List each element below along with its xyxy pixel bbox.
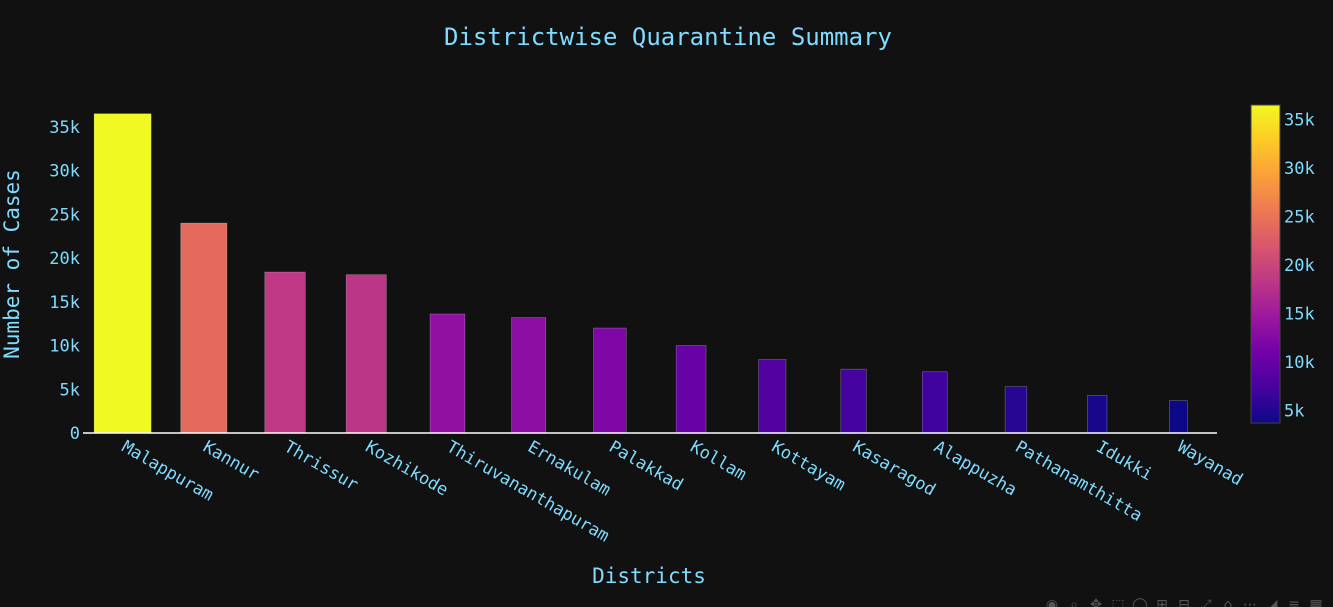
x-tick-label: Alappuzha <box>930 437 1020 500</box>
colorbar-tick-label: 30k <box>1284 159 1315 179</box>
bar[interactable] <box>511 317 547 434</box>
colorbar-tick-label: 10k <box>1284 353 1315 373</box>
bar[interactable] <box>180 222 228 434</box>
x-tick-label: Palakkad <box>605 437 686 495</box>
x-tick-label: Idukki <box>1093 437 1156 485</box>
x-tick-label: Kannur <box>199 437 262 485</box>
bar[interactable] <box>758 359 787 434</box>
pan-icon[interactable]: ✥ <box>1090 597 1102 607</box>
bar[interactable] <box>1169 400 1188 434</box>
bar[interactable] <box>93 113 152 434</box>
reset-axes-icon[interactable]: ⌂ <box>1223 597 1233 607</box>
plotly-logo-icon[interactable]: ▦ <box>1309 597 1323 607</box>
x-tick-label: Kollam <box>687 437 750 485</box>
bars-group <box>93 113 1188 434</box>
bar[interactable] <box>1004 386 1028 434</box>
zoom-icon[interactable]: ⌕ <box>1070 597 1078 607</box>
y-axis: 0 5k 10k 15k 20k 25k 30k 35k <box>49 118 80 444</box>
colorbar-tick-label: 15k <box>1284 304 1315 324</box>
modebar: ◉ ⌕ ✥ ⬚ ◯ ⊞ ⊟ ⤢ ⌂ ⋯ ◢ ≡ ▦ <box>1043 597 1325 607</box>
zoom-in-icon[interactable]: ⊞ <box>1156 597 1168 607</box>
bar[interactable] <box>840 368 867 434</box>
colorbar-gradient <box>1250 104 1281 424</box>
y-tick-label: 5k <box>60 380 80 400</box>
y-axis-title: Number of Cases <box>0 169 24 359</box>
y-tick-label: 15k <box>49 293 80 313</box>
bar[interactable] <box>593 327 627 434</box>
x-tick-label: Kozhikode <box>362 437 452 500</box>
y-tick-label: 0 <box>70 424 80 444</box>
bar[interactable] <box>921 371 948 434</box>
y-tick-label: 25k <box>49 205 80 225</box>
chart-title: Districtwise Quarantine Summary <box>444 23 892 51</box>
colorbar-tick-label: 25k <box>1284 207 1315 227</box>
x-tick-label: Thrissur <box>281 437 362 495</box>
box-select-icon[interactable]: ⬚ <box>1111 597 1125 607</box>
hover-closest-icon[interactable]: ◢ <box>1266 597 1278 607</box>
bar[interactable] <box>345 274 387 434</box>
colorbar: 5k 10k 15k 20k 25k 30k 35k <box>1250 104 1315 424</box>
colorbar-tick-label: 20k <box>1284 256 1315 276</box>
zoom-out-icon[interactable]: ⊟ <box>1178 597 1190 607</box>
colorbar-tick-label: 35k <box>1284 111 1315 131</box>
spike-lines-icon[interactable]: ⋯ <box>1243 597 1257 607</box>
lasso-icon[interactable]: ◯ <box>1132 597 1148 607</box>
bar[interactable] <box>1087 395 1108 434</box>
x-tick-label: Wayanad <box>1174 437 1246 490</box>
y-tick-label: 10k <box>49 337 80 357</box>
y-tick-label: 35k <box>49 118 80 138</box>
x-tick-label: Kottayam <box>768 437 849 495</box>
hover-compare-icon[interactable]: ≡ <box>1288 597 1300 607</box>
y-tick-label: 30k <box>49 162 80 182</box>
bar[interactable] <box>675 345 707 434</box>
y-tick-label: 20k <box>49 249 80 269</box>
x-axis-title: Districts <box>592 564 706 588</box>
bar[interactable] <box>264 271 306 434</box>
colorbar-tick-label: 5k <box>1284 401 1304 421</box>
camera-icon[interactable]: ◉ <box>1045 597 1059 607</box>
x-tick-label: Malappuram <box>118 437 217 506</box>
bar[interactable] <box>429 313 466 434</box>
x-tick-label: Kasaragod <box>849 437 939 500</box>
autoscale-icon[interactable]: ⤢ <box>1200 597 1212 607</box>
